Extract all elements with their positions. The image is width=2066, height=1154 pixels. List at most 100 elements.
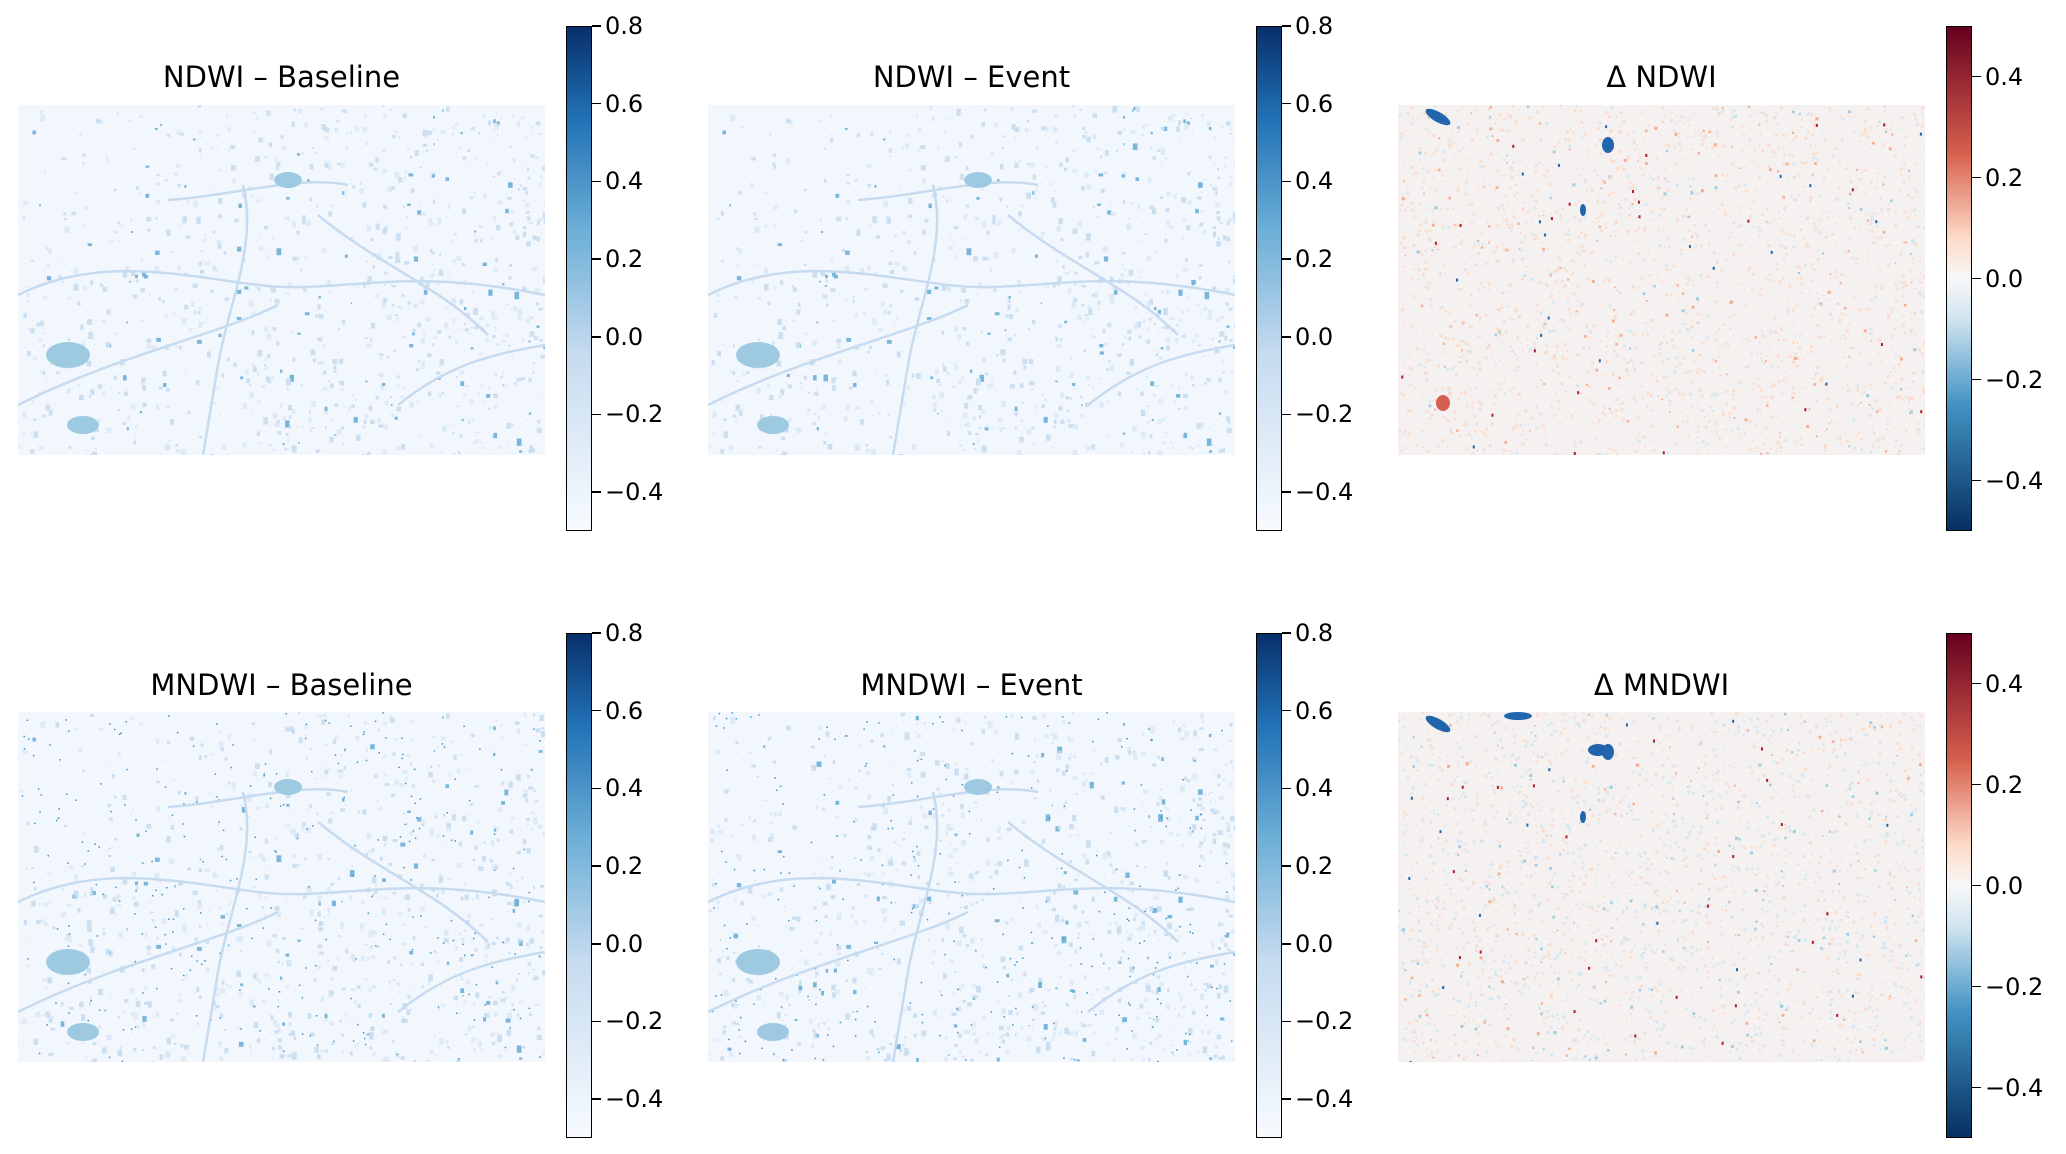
colorbar-tick bbox=[1972, 479, 1981, 482]
colorbar-tick-label: −0.2 bbox=[1295, 400, 1354, 429]
colorbar-tick bbox=[1282, 632, 1291, 634]
colorbar bbox=[566, 633, 592, 1138]
colorbar-tick-label: 0.8 bbox=[1295, 12, 1334, 40]
colorbar-tick bbox=[1972, 682, 1981, 685]
panel-title: MNDWI – Event bbox=[860, 668, 1083, 702]
colorbar-tick bbox=[592, 709, 601, 712]
colorbar-tick bbox=[592, 336, 601, 338]
colorbar-tick-label: −0.2 bbox=[1985, 972, 2044, 1001]
colorbar-tick-label: 0.4 bbox=[1985, 669, 2024, 698]
colorbar-tick bbox=[592, 258, 601, 260]
colorbar-tick bbox=[1282, 102, 1291, 105]
colorbar-tick-label: −0.2 bbox=[1295, 1007, 1354, 1036]
raster-image bbox=[708, 105, 1235, 455]
mndwi-baseline-map bbox=[18, 712, 545, 1062]
colorbar-tick bbox=[1282, 336, 1291, 338]
raster-image bbox=[708, 712, 1235, 1062]
colorbar-tick bbox=[1282, 865, 1291, 867]
panel-title: Δ MNDWI bbox=[1593, 668, 1730, 702]
ndwi-event-map bbox=[708, 105, 1235, 455]
colorbar-tick bbox=[1972, 783, 1981, 786]
colorbar-tick-label: 0.0 bbox=[1295, 929, 1334, 958]
colorbar-tick bbox=[1282, 1098, 1291, 1100]
colorbar-tick bbox=[1282, 258, 1291, 260]
colorbar-tick-label: −0.2 bbox=[605, 1007, 664, 1036]
colorbar-tick bbox=[1972, 75, 1981, 78]
colorbar-tick bbox=[592, 943, 601, 945]
ndwi-baseline-map bbox=[18, 105, 545, 455]
colorbar-tick bbox=[592, 25, 601, 27]
raster-image bbox=[18, 105, 545, 455]
colorbar-tick-label: −0.4 bbox=[1985, 466, 2044, 495]
panel-title: NDWI – Event bbox=[872, 60, 1071, 94]
colorbar-tick-label: 0.0 bbox=[605, 929, 644, 958]
colorbar-tick-label: 0.2 bbox=[605, 245, 644, 274]
colorbar-tick-label: 0.0 bbox=[605, 322, 644, 351]
colorbar-tick bbox=[1282, 1020, 1291, 1023]
raster-image bbox=[1398, 105, 1925, 455]
raster-image bbox=[18, 712, 545, 1062]
colorbar-tick-label: 0.8 bbox=[1295, 619, 1334, 647]
colorbar bbox=[1256, 26, 1282, 531]
colorbar-tick bbox=[1282, 413, 1291, 416]
colorbar-tick-label: 0.4 bbox=[605, 167, 644, 196]
colorbar-tick bbox=[1282, 25, 1291, 27]
colorbar-tick-label: 0.0 bbox=[1985, 264, 2024, 293]
colorbar-tick bbox=[1972, 176, 1981, 179]
colorbar-tick bbox=[1282, 709, 1291, 712]
colorbar-tick-label: 0.4 bbox=[1295, 774, 1334, 803]
colorbar-tick bbox=[1282, 943, 1291, 945]
colorbar-tick-label: 0.2 bbox=[1295, 245, 1334, 274]
colorbar bbox=[1256, 633, 1282, 1138]
panel-title: NDWI – Baseline bbox=[162, 60, 401, 94]
colorbar-tick bbox=[592, 865, 601, 867]
panel-title: MNDWI – Baseline bbox=[150, 668, 413, 702]
colorbar-tick bbox=[592, 632, 601, 634]
colorbar-tick bbox=[592, 491, 601, 493]
colorbar-tick-label: 0.0 bbox=[1295, 322, 1334, 351]
colorbar-tick-label: 0.4 bbox=[605, 774, 644, 803]
colorbar-tick bbox=[1282, 180, 1291, 183]
colorbar-tick-label: 0.8 bbox=[605, 12, 644, 40]
colorbar-tick bbox=[592, 180, 601, 183]
colorbar-tick bbox=[1972, 378, 1981, 381]
colorbar-tick bbox=[1972, 985, 1981, 988]
colorbar-tick-label: 0.2 bbox=[1985, 163, 2024, 192]
colorbar-tick bbox=[592, 102, 601, 105]
colorbar bbox=[1946, 26, 1972, 531]
colorbar-tick-label: 0.8 bbox=[605, 619, 644, 647]
colorbar-tick bbox=[592, 1020, 601, 1023]
raster-image bbox=[1398, 712, 1925, 1062]
colorbar-tick-label: 0.4 bbox=[1985, 62, 2024, 91]
colorbar-tick-label: 0.4 bbox=[1295, 167, 1334, 196]
colorbar-tick-label: 0.2 bbox=[1295, 852, 1334, 881]
colorbar-tick bbox=[1972, 277, 1981, 280]
colorbar-tick-label: −0.4 bbox=[605, 1085, 664, 1114]
colorbar-tick-label: 0.2 bbox=[1985, 770, 2024, 799]
colorbar-tick bbox=[1282, 491, 1291, 493]
colorbar-tick bbox=[1972, 1086, 1981, 1089]
colorbar bbox=[1946, 633, 1972, 1138]
colorbar-tick bbox=[592, 1098, 601, 1100]
colorbar-tick-label: 0.6 bbox=[605, 696, 644, 725]
colorbar-tick-label: 0.0 bbox=[1985, 871, 2024, 900]
colorbar bbox=[566, 26, 592, 531]
panel-title: Δ NDWI bbox=[1606, 60, 1717, 94]
mndwi-event-map bbox=[708, 712, 1235, 1062]
colorbar-tick bbox=[592, 413, 601, 416]
colorbar-tick-label: 0.2 bbox=[605, 852, 644, 881]
colorbar-tick bbox=[1282, 787, 1291, 790]
colorbar-tick-label: −0.2 bbox=[1985, 365, 2044, 394]
colorbar-tick-label: −0.4 bbox=[1985, 1073, 2044, 1102]
colorbar-tick-label: 0.6 bbox=[1295, 89, 1334, 118]
colorbar-tick-label: −0.4 bbox=[605, 478, 664, 507]
colorbar-tick-label: −0.2 bbox=[605, 400, 664, 429]
colorbar-tick-label: 0.6 bbox=[1295, 696, 1334, 725]
colorbar-tick-label: −0.4 bbox=[1295, 1085, 1354, 1114]
colorbar-tick-label: 0.6 bbox=[605, 89, 644, 118]
colorbar-tick-label: −0.4 bbox=[1295, 478, 1354, 507]
colorbar-tick bbox=[1972, 884, 1981, 887]
delta-ndwi-map bbox=[1398, 105, 1925, 455]
delta-mndwi-map bbox=[1398, 712, 1925, 1062]
